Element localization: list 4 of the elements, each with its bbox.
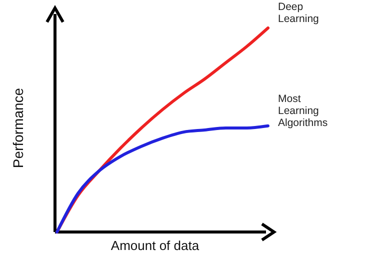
series-label: Deep Learning — [278, 1, 320, 25]
series-label: Most Learning Algorithms — [278, 92, 328, 129]
x-axis-title: Amount of data — [110, 238, 200, 253]
y-axis-title: Performance — [10, 88, 26, 168]
